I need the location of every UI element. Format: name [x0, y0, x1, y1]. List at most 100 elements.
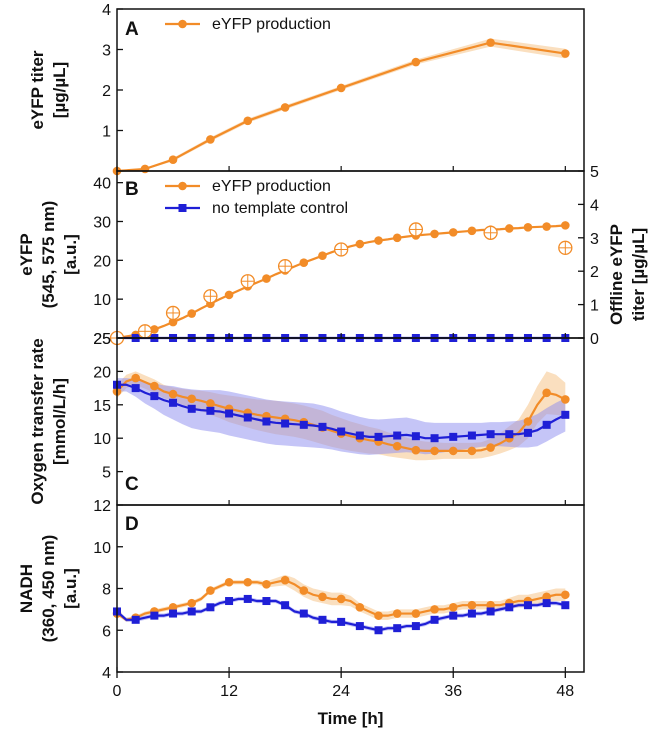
panel-c-point-control [430, 434, 439, 443]
x-tick-label: 0 [113, 683, 122, 700]
legend-label: eYFP production [212, 178, 331, 195]
y-tick-label: 10 [93, 431, 111, 448]
panel-frame [116, 170, 585, 339]
panel-c-point-control [355, 431, 364, 440]
panel-d-point-control [150, 611, 159, 620]
y-tick-label: 25 [93, 331, 111, 348]
panel-c-point-control [542, 420, 551, 429]
panel-d-point-eyfp [467, 600, 477, 610]
panel-a-line-eyfp [116, 41, 566, 173]
panel-d-point-control [449, 611, 458, 620]
y-tick-label: 3 [102, 43, 111, 60]
legend-marker [178, 204, 187, 212]
panel-a-point-eyfp [206, 135, 215, 144]
panel-c-point-control [467, 431, 476, 440]
panel-d-point-control [355, 622, 364, 631]
panel-d-point-control [561, 601, 570, 610]
panel-c-point-control [374, 432, 383, 441]
panel-b-point-eyfp [467, 226, 477, 236]
panel-letter: B [125, 179, 139, 200]
y-tick-label: 1 [102, 124, 111, 141]
panel-c-point-eyfp [392, 441, 402, 451]
x-axis-label: Time [h] [318, 709, 384, 728]
panel-c-point-control [206, 406, 215, 415]
panel-c-point-eyfp [523, 417, 533, 426]
panel-d-point-control [206, 603, 215, 612]
panel-b: 25 10 20 30 40 0 1 2 3 4 5 Offline eYFP titer [µg/µL… [17, 164, 648, 348]
y-tick-label: 10 [93, 540, 111, 557]
y2-tick-label: 1 [590, 298, 599, 315]
panel-c-point-control [523, 428, 532, 437]
panel-d-point-eyfp [280, 575, 290, 585]
panel-a-point-eyfp [168, 155, 178, 164]
panel-b-point-eyfp [504, 224, 514, 233]
panel-c-point-control [243, 413, 252, 422]
y-tick-label: 5 [102, 465, 111, 482]
panel-b-point-eyfp [542, 222, 551, 231]
panel-d-point-eyfp [168, 602, 178, 612]
panel-c-point-control [281, 419, 290, 428]
y2-tick-label: 3 [590, 231, 599, 248]
panel-d-point-control [411, 622, 420, 631]
panel-a: 1 2 3 4 eYFP titer [µg/µL] A eYFP production [28, 2, 570, 176]
legend-marker [178, 19, 187, 29]
panel-d-point-control [187, 607, 196, 616]
panel-d-point-eyfp [187, 598, 197, 608]
y-axis-label: [µg/µL] [50, 62, 69, 118]
panel-b-point-eyfp [374, 236, 383, 245]
panel-d-point-eyfp [206, 586, 215, 595]
panel-d-point-eyfp [262, 580, 271, 589]
panel-c-point-eyfp [430, 446, 439, 456]
panel-c-point-control [486, 430, 495, 439]
panel-d-point-control [523, 601, 532, 610]
panel-b-point-eyfp [355, 239, 365, 249]
panel-b-point-eyfp [168, 317, 178, 327]
panel-d-point-control [262, 597, 271, 606]
panel-c-point-eyfp [542, 388, 551, 398]
panel-c-point-control [131, 384, 140, 393]
panel-c-point-eyfp [411, 445, 421, 455]
panel-letter: C [125, 474, 139, 495]
panel-d-point-eyfp [448, 602, 458, 612]
y-tick-label: 10 [93, 292, 111, 309]
panel-c-point-control [150, 392, 159, 401]
y-axis-label: [a.u.] [61, 234, 80, 275]
panel-d-point-control [486, 607, 495, 616]
panel-c-point-eyfp [467, 446, 477, 456]
panel-d-point-control [169, 609, 178, 618]
panel-a-band-0 [117, 38, 566, 171]
panel-d-point-control [131, 615, 140, 624]
panel-c-point-control [299, 420, 308, 429]
legend-label: eYFP production [212, 16, 331, 33]
panel-d-point-eyfp [374, 611, 383, 620]
panel-d: 4 6 8 10 12 NADH (360, 450 nm) [a.u.] D [17, 498, 570, 682]
panel-c-point-eyfp [150, 381, 159, 391]
y2-axis-label: titer [µg/µL] [629, 228, 648, 321]
y-tick-label: 2 [102, 83, 111, 100]
x-tick-label: 12 [220, 683, 238, 700]
panel-d-point-eyfp [411, 609, 421, 618]
panel-c-point-control [393, 431, 402, 440]
panel-a-point-eyfp [486, 38, 495, 47]
panel-d-point-control [505, 603, 514, 612]
panel-d-point-control [467, 609, 476, 618]
y-axis-label: Oxygen transfer rate [28, 338, 47, 504]
panel-c: 5 10 15 20 25 Oxygen transfer rate [mmol/L/h] C [28, 331, 570, 505]
panel-a-point-eyfp [336, 83, 346, 93]
panel-b-point-eyfp [187, 309, 197, 318]
y-tick-label: 20 [93, 253, 111, 270]
y-tick-label: 6 [102, 623, 111, 640]
panel-a-point-eyfp [243, 116, 253, 126]
panel-b-point-eyfp [299, 258, 309, 267]
panel-a-point-eyfp [411, 57, 421, 67]
panel-c-point-eyfp [561, 395, 570, 404]
panel-d-point-eyfp [224, 577, 234, 587]
panel-d-point-control [393, 624, 402, 633]
x-tick-label: 36 [444, 683, 462, 700]
y2-axis-label: Offline eYFP [607, 224, 626, 325]
x-tick-label: 24 [332, 683, 350, 700]
panel-d-point-control [430, 615, 439, 624]
y-tick-label: 30 [93, 214, 111, 231]
panel-frame [116, 504, 585, 673]
